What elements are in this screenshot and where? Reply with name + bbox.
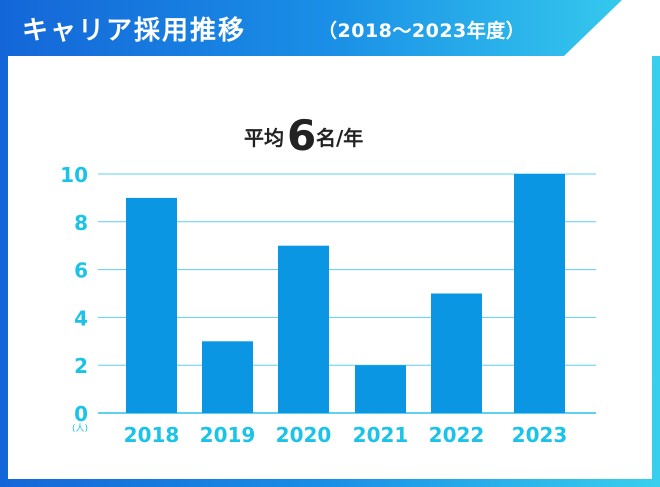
- chart-heading: キャリア採用推移: [22, 16, 247, 46]
- x-tick-label-2023: 2023: [512, 423, 568, 447]
- y-tick-label: 10: [60, 163, 88, 187]
- bar-2022: [431, 293, 482, 413]
- x-tick-label-2021: 2021: [353, 423, 409, 447]
- bar-2023: [514, 174, 565, 413]
- gridlines: [98, 173, 596, 414]
- bar-2019: [202, 341, 253, 413]
- y-tick-label: 0: [74, 402, 88, 426]
- average-suffix: 名/年: [316, 126, 363, 150]
- chart-heading-period: （2018～2023年度）: [318, 20, 526, 42]
- x-tick-label-2020: 2020: [276, 423, 332, 447]
- bar-2020: [278, 245, 329, 413]
- y-tick-label: 4: [74, 306, 88, 330]
- y-tick-label: 8: [74, 211, 88, 235]
- x-tick-label-2018: 2018: [124, 423, 180, 447]
- average-prefix: 平均: [244, 126, 284, 150]
- y-axis-labels: 0 2 4 6 8 10: [60, 163, 88, 426]
- average-value: 6: [287, 111, 316, 160]
- average-title: 平均 6 名/年: [244, 111, 363, 160]
- title-bar: キャリア採用推移 （2018～2023年度）: [0, 0, 660, 56]
- y-unit-label: (人): [72, 423, 88, 434]
- x-axis-labels: 2018 2019 2020 2021 2022 2023: [124, 423, 568, 447]
- bars: [126, 174, 565, 413]
- bar-2018: [126, 197, 177, 413]
- y-tick-label: 2: [74, 354, 88, 378]
- x-tick-label-2022: 2022: [429, 423, 485, 447]
- x-tick-label-2019: 2019: [200, 423, 256, 447]
- bar-2021: [355, 365, 406, 413]
- y-tick-label: 6: [74, 259, 88, 283]
